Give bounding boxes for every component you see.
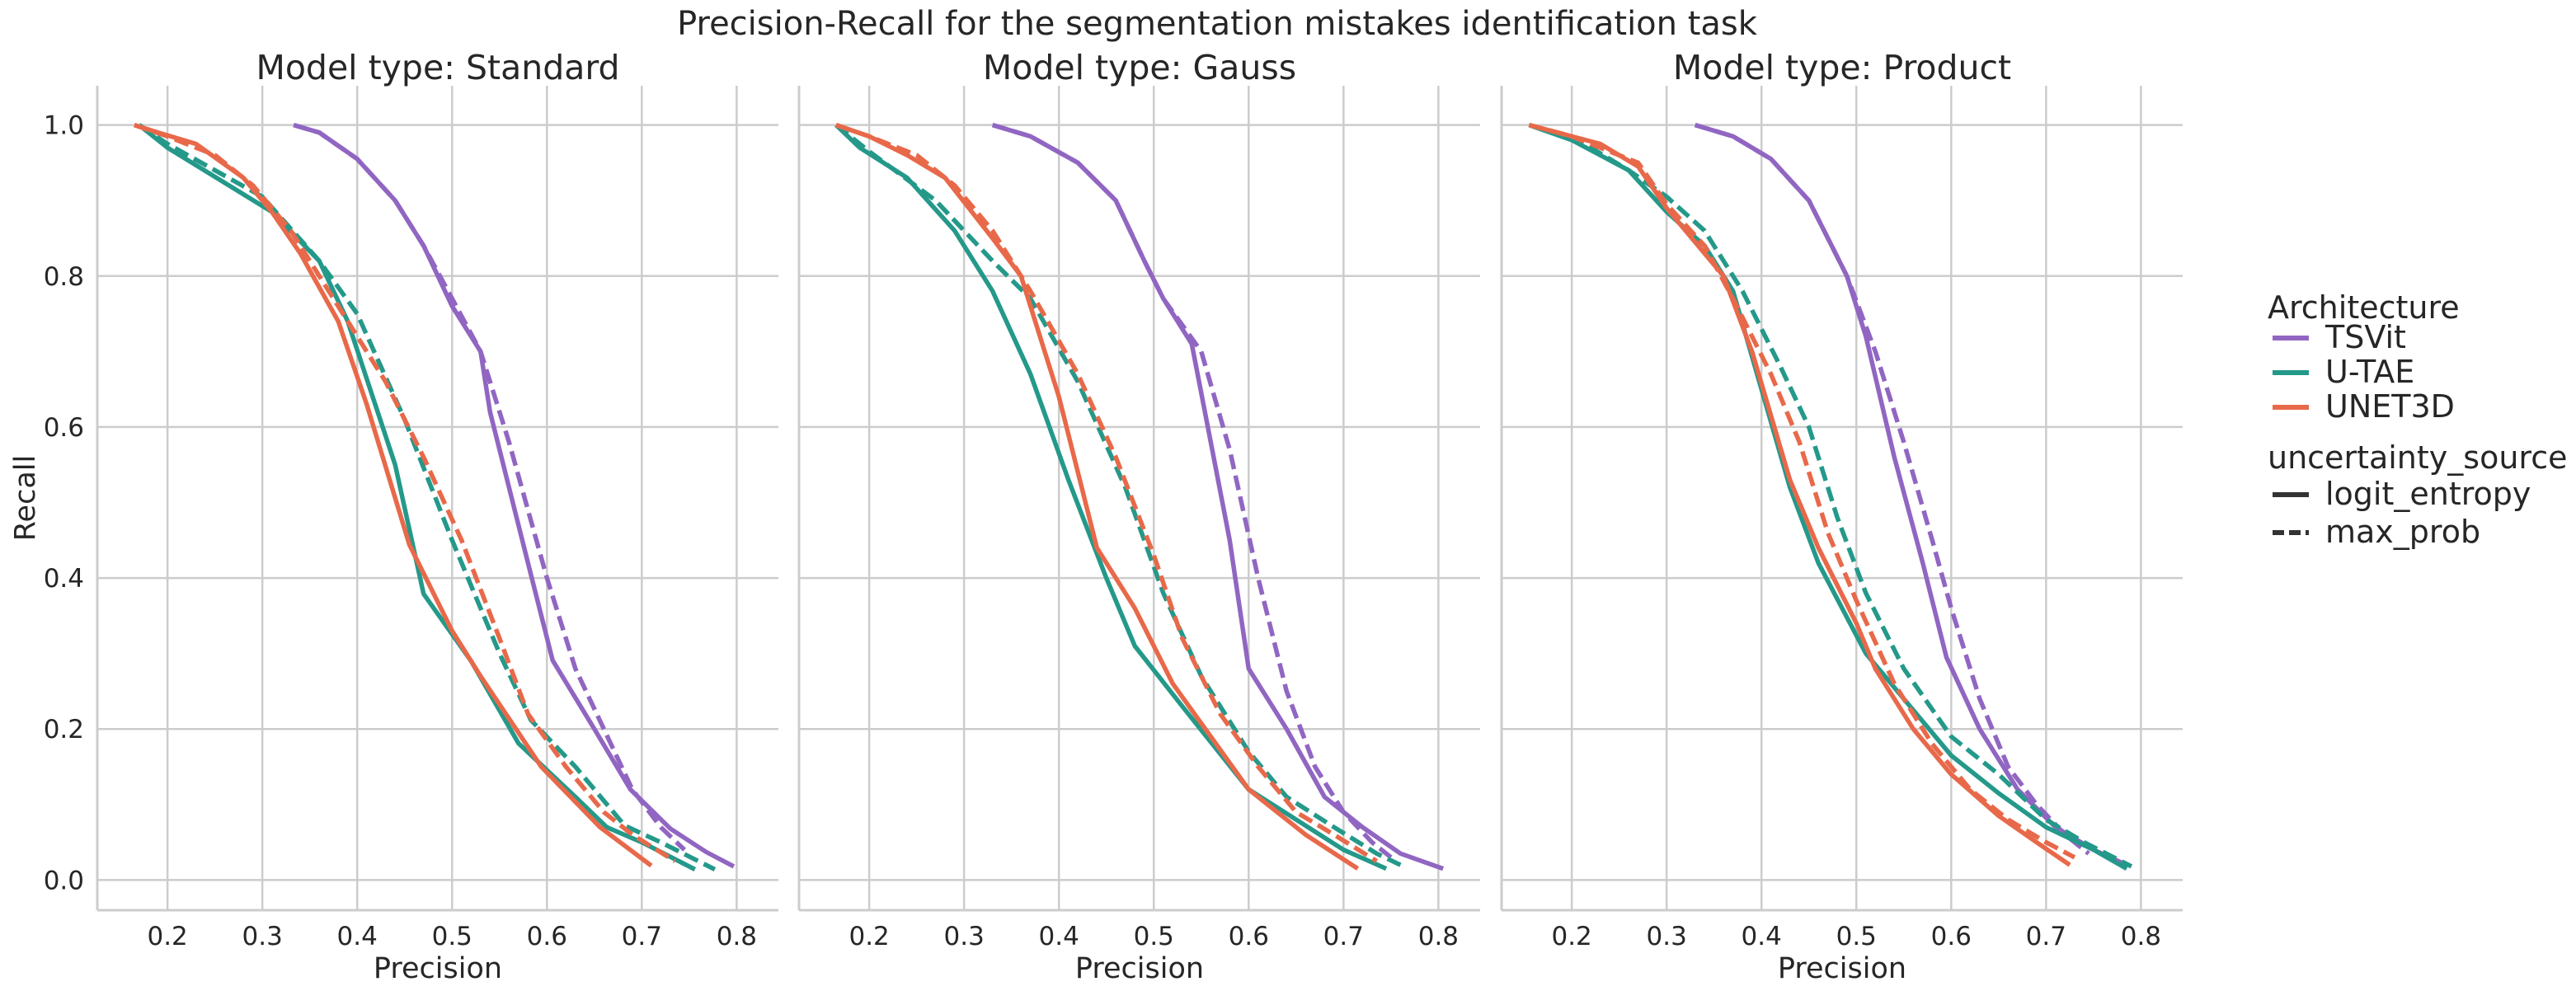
- series-line-u-tae-logit-entropy: [1528, 123, 2128, 871]
- x-tick-label: 0.7: [2026, 922, 2066, 951]
- series-line-tsvit-logit-entropy: [1694, 122, 2128, 867]
- x-tick-label: 0.8: [2121, 922, 2161, 951]
- x-tick-label: 0.2: [1551, 922, 1591, 951]
- series-line-unet3d-max-prob: [835, 122, 1379, 863]
- panel-1: 0.2 0.3 0.4 0.5 0.6 0.7 0.8 0.0 0.2 0.4 0.6 0.8 1.0 M…: [9, 48, 778, 985]
- x-axis-label: Precision: [374, 952, 502, 985]
- x-tick-label: 0.7: [622, 922, 662, 951]
- panel-2: 0.2 0.3 0.4 0.5 0.6 0.7 0.8 Model type: Gauss Pr…: [797, 48, 1480, 985]
- series-line-unet3d-logit-entropy: [134, 122, 653, 868]
- x-tick-label: 0.8: [1418, 922, 1459, 951]
- y-axis-label: Recall: [9, 455, 42, 541]
- series-line-tsvit-logit-entropy: [293, 122, 736, 869]
- x-tick-label: 0.6: [1931, 922, 1972, 951]
- x-tick-label: 0.5: [1134, 922, 1174, 951]
- chart-title: Precision-Recall for the segmentation mi…: [677, 5, 1758, 43]
- x-tick-label: 0.3: [1647, 922, 1687, 951]
- legend-entry: max_prob: [2325, 514, 2480, 550]
- panel-title: Model type: Standard: [256, 48, 619, 87]
- series-line-tsvit-logit-entropy: [991, 122, 1445, 871]
- series-line-u-tae-max-prob: [138, 123, 717, 871]
- legend: Architecture uncertainty_source TSVitU-T…: [2268, 289, 2567, 550]
- x-tick-label: 0.5: [1836, 922, 1877, 951]
- x-axis-label: Precision: [1778, 952, 1906, 985]
- x-axis-label: Precision: [1075, 952, 1204, 985]
- y-tick-label: 0.2: [44, 715, 84, 744]
- series-line-u-tae-max-prob: [1528, 122, 2133, 869]
- panel-3: 0.2 0.3 0.4 0.5 0.6 0.7 0.8 Model type: Product…: [1500, 48, 2183, 985]
- x-tick-label: 0.5: [432, 922, 472, 951]
- series-line-tsvit-max-prob: [293, 122, 686, 852]
- x-tick-label: 0.6: [1229, 922, 1269, 951]
- legend-entry: U-TAE: [2325, 354, 2414, 390]
- series-line-unet3d-logit-entropy: [1528, 122, 2071, 867]
- series-line-tsvit-max-prob: [1694, 122, 2090, 856]
- legend-entry: UNET3D: [2325, 388, 2455, 425]
- series-line-unet3d-logit-entropy: [835, 122, 1360, 871]
- x-tick-label: 0.3: [242, 922, 283, 951]
- legend-hue-title: Architecture: [2268, 289, 2460, 326]
- x-tick-label: 0.3: [944, 922, 985, 951]
- y-tick-label: 0.0: [44, 866, 84, 895]
- y-tick-label: 0.6: [44, 413, 84, 443]
- x-tick-label: 0.4: [1742, 922, 1782, 951]
- legend-entry: TSVit: [2325, 319, 2406, 355]
- x-tick-label: 0.2: [848, 922, 889, 951]
- series-line-unet3d-max-prob: [1528, 122, 2076, 860]
- series-line-u-tae-max-prob: [834, 123, 1402, 867]
- y-tick-label: 1.0: [44, 111, 84, 141]
- legend-style-title: uncertainty_source: [2268, 439, 2567, 476]
- x-tick-label: 0.2: [147, 922, 187, 951]
- panel-title: Model type: Product: [1673, 48, 2011, 87]
- x-tick-label: 0.4: [1039, 922, 1079, 951]
- series-line-tsvit-max-prob: [991, 122, 1393, 860]
- series-line-unet3d-max-prob: [134, 122, 677, 863]
- x-tick-label: 0.6: [527, 922, 567, 951]
- y-tick-label: 0.4: [44, 564, 84, 594]
- panel-title: Model type: Gauss: [983, 48, 1296, 87]
- legend-entry: logit_entropy: [2325, 476, 2531, 512]
- x-tick-label: 0.8: [717, 922, 757, 951]
- y-tick-label: 0.8: [44, 262, 84, 292]
- x-tick-label: 0.4: [337, 922, 378, 951]
- x-tick-label: 0.7: [1323, 922, 1364, 951]
